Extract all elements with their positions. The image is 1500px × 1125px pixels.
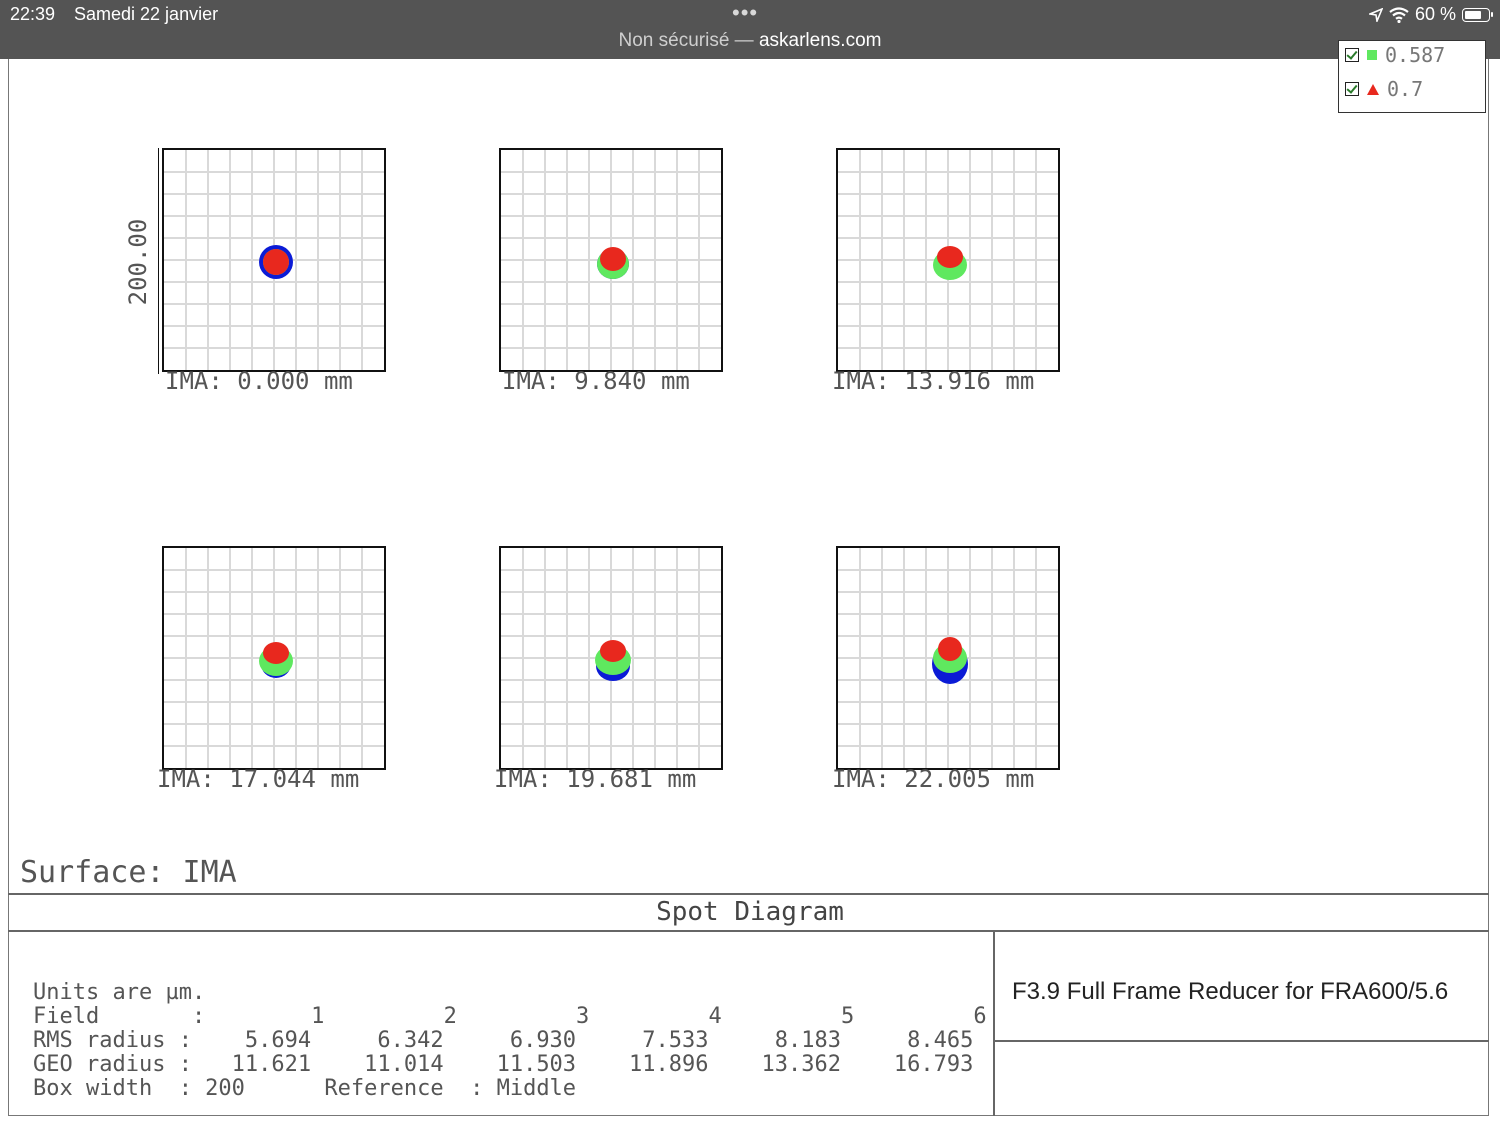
location-icon: [1368, 7, 1383, 22]
divider: [993, 930, 995, 1116]
spot-plot: [499, 148, 723, 372]
rms-radius-row: RMS radius : 5.694 6.342 6.930 7.533 8.1…: [33, 1028, 974, 1053]
diagram-title: Spot Diagram: [656, 897, 844, 927]
box-width-row: Box width : 200 Reference : Middle: [33, 1076, 577, 1101]
legend-checkbox[interactable]: [1345, 48, 1359, 62]
green-square-icon: [1367, 50, 1377, 60]
geo-radius-row: GEO radius : 11.621 11.014 11.503 11.896…: [33, 1052, 974, 1077]
spot-grid: [164, 548, 384, 768]
spot-plot: [836, 148, 1060, 372]
legend-label: 0.7: [1387, 77, 1424, 101]
spot-plot: [836, 546, 1060, 770]
status-indicators: 60 %: [1368, 4, 1493, 25]
legend-row-partial[interactable]: 0.587: [1345, 43, 1445, 67]
spot-red: [263, 642, 289, 664]
spot-grid: [838, 150, 1058, 370]
spot-grid: [501, 548, 721, 768]
y-axis-label: 200.00: [124, 218, 152, 306]
field-label: IMA: 17.044 mm: [157, 765, 360, 793]
divider: [8, 893, 1489, 895]
spot-plot: [162, 148, 386, 372]
units-text: Units are µm.: [33, 980, 206, 1005]
field-row: Field : 1 2 3 4 5 6: [33, 1004, 987, 1029]
spot-grid: [164, 150, 384, 370]
multitask-dots-icon[interactable]: •••: [732, 0, 759, 25]
legend-checkbox[interactable]: [1345, 82, 1359, 96]
product-name: F3.9 Full Frame Reducer for FRA600/5.6: [1012, 978, 1449, 1005]
wavelength-legend: 0.587 0.7: [1338, 40, 1486, 113]
field-label: IMA: 0.000 mm: [165, 367, 353, 395]
red-triangle-icon: [1367, 83, 1379, 95]
spot-red: [263, 249, 289, 275]
status-time: 22:39: [10, 4, 56, 24]
divider: [8, 930, 1489, 932]
spot-red: [600, 247, 626, 271]
spot-red: [938, 637, 962, 661]
battery-icon: [1462, 7, 1493, 22]
report-frame: [8, 59, 1489, 1116]
address-bar[interactable]: Non sécurisé — askarlens.com: [0, 30, 1500, 52]
field-label: IMA: 13.916 mm: [832, 367, 1035, 395]
wifi-icon: [1389, 6, 1409, 23]
security-label: Non sécurisé —: [618, 30, 754, 51]
legend-row-red[interactable]: 0.7: [1345, 77, 1423, 101]
field-label: IMA: 9.840 mm: [502, 367, 690, 395]
url-domain: askarlens.com: [758, 30, 882, 51]
status-bar: 22:39 Samedi 22 janvier ••• Non sécurisé…: [0, 0, 1500, 59]
spot-plot: [499, 546, 723, 770]
spot-red: [600, 640, 626, 662]
legend-label: 0.587: [1385, 43, 1446, 67]
spot-grid: [501, 150, 721, 370]
divider: [993, 1040, 1489, 1042]
spot-grid: [838, 548, 1058, 768]
spot-red: [937, 246, 963, 268]
field-label: IMA: 22.005 mm: [832, 765, 1035, 793]
battery-percent: 60 %: [1414, 4, 1456, 24]
field-label: IMA: 19.681 mm: [494, 765, 697, 793]
y-axis-line: [158, 148, 159, 374]
surface-label: Surface: IMA: [20, 855, 237, 890]
spot-plot: [162, 546, 386, 770]
status-date: Samedi 22 janvier: [74, 4, 219, 24]
